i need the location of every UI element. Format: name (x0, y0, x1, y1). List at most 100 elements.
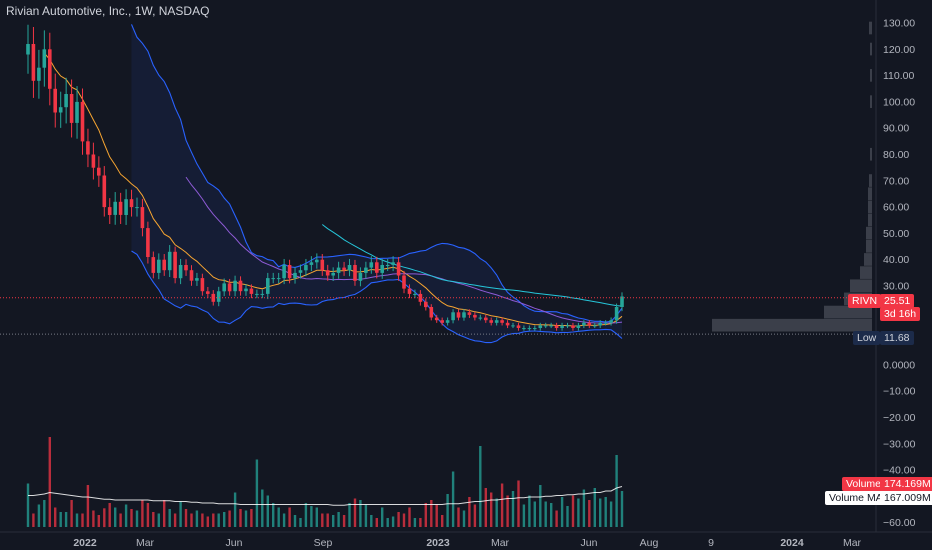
volume-bar (321, 513, 324, 527)
time-tick-label: Mar (136, 537, 155, 549)
volume-bar (190, 513, 193, 527)
candle-body (565, 325, 570, 327)
volume-bar (364, 504, 368, 527)
volume-bar (490, 492, 493, 527)
time-axis[interactable]: 2022 Mar Jun Sep 2023 Mar Jun Aug 9 2024 Mar (0, 531, 932, 549)
candle-body (195, 278, 199, 281)
time-tick-label: 2024 (780, 537, 804, 549)
volume-bar (473, 504, 477, 527)
candle-body (309, 262, 314, 265)
price-tick-label: −60.00 (883, 517, 916, 529)
volume-bar (157, 513, 160, 527)
volume-bar (173, 513, 177, 527)
volume-bar (32, 513, 35, 527)
bollinger-lower-line (131, 250, 623, 344)
low-label-badge: Low (853, 331, 881, 345)
volume-bar (566, 506, 569, 527)
volume-bar (261, 489, 264, 527)
candle-body (173, 251, 177, 279)
volume-bar (152, 512, 155, 527)
volume-bar (168, 509, 171, 527)
volume-bar (114, 507, 117, 527)
volume-bar (348, 503, 351, 527)
candle-body (48, 49, 52, 89)
candle-body (603, 322, 608, 324)
bollinger-band-fill (131, 24, 622, 343)
volume-profile-bar (866, 239, 872, 253)
price-axis[interactable]: 130.00 120.00 110.00 100.00 90.00 80.00 70.00 6… (875, 0, 916, 532)
volume-bar (103, 508, 106, 528)
candle-body (494, 320, 499, 323)
volume-bar (108, 503, 111, 527)
volume-bar (386, 518, 389, 527)
price-tick-label: 100.00 (883, 96, 915, 108)
candle-body (42, 49, 47, 68)
volume-profile-bar (860, 266, 872, 279)
candle-body (342, 267, 346, 271)
volume-bar (212, 513, 215, 527)
volume-bar (217, 513, 220, 527)
candle-body (380, 265, 384, 273)
time-tick-label: Mar (491, 537, 510, 549)
price-lines (0, 297, 872, 335)
candle-body (434, 317, 439, 321)
candle-body (260, 293, 265, 295)
candle-body (140, 207, 145, 229)
volume-bar (441, 515, 444, 527)
volume-bar (397, 512, 400, 527)
volume-bar (484, 488, 487, 527)
candle-body (249, 288, 254, 294)
price-tick-label: 30.00 (883, 281, 909, 293)
volume-bar (130, 509, 133, 527)
volume-bar (288, 507, 291, 527)
volume-bar (141, 500, 144, 527)
volume-bar (332, 515, 335, 527)
volume-bar (571, 495, 575, 527)
candle-body (549, 325, 553, 327)
volume-bar (582, 489, 586, 527)
candle-body (31, 44, 36, 81)
volume-bar (446, 494, 449, 527)
candle-body (151, 257, 156, 273)
price-tick-label: 80.00 (883, 149, 909, 161)
volume-ma-value-badge: 167.009M (880, 491, 932, 505)
candle-body (129, 199, 134, 208)
volume-bar (326, 513, 329, 527)
candle-body (456, 312, 461, 318)
volume-bar (544, 501, 547, 527)
candle-body (325, 270, 330, 276)
candle-body (206, 291, 210, 294)
volume-bar (413, 518, 417, 527)
price-tick-label: −40.00 (883, 465, 916, 477)
candle-body (331, 272, 335, 276)
volume-bar (550, 503, 553, 527)
volume-bar (506, 495, 509, 527)
candle-body (473, 314, 477, 318)
candle-body (369, 262, 374, 268)
candle-body (271, 278, 275, 280)
candle-body (451, 312, 455, 321)
candle-body (162, 259, 166, 271)
volume-bar (299, 518, 302, 527)
volume-bar (146, 503, 150, 527)
volume-bar (75, 513, 79, 527)
chart-title: Rivian Automotive, Inc., 1W, NASDAQ (6, 4, 210, 18)
volume-profile-bar (712, 318, 872, 332)
volume-profile-bar (870, 147, 872, 161)
candle-body (505, 322, 510, 326)
volume-bar (124, 504, 128, 527)
time-tick-label: Mar (843, 537, 862, 549)
candle-body (64, 94, 68, 108)
candle-body (53, 88, 57, 113)
candle-body (358, 272, 363, 281)
volume-bar (560, 497, 564, 527)
volume-ma-path (28, 486, 623, 506)
candle-body (58, 107, 63, 113)
price-tick-label: −30.00 (883, 438, 916, 450)
price-tick-label: 60.00 (883, 202, 909, 214)
candle-body (429, 307, 434, 318)
candle-body (593, 325, 597, 327)
low-value-badge: 11.68 (880, 331, 914, 345)
volume-bar (201, 513, 204, 527)
